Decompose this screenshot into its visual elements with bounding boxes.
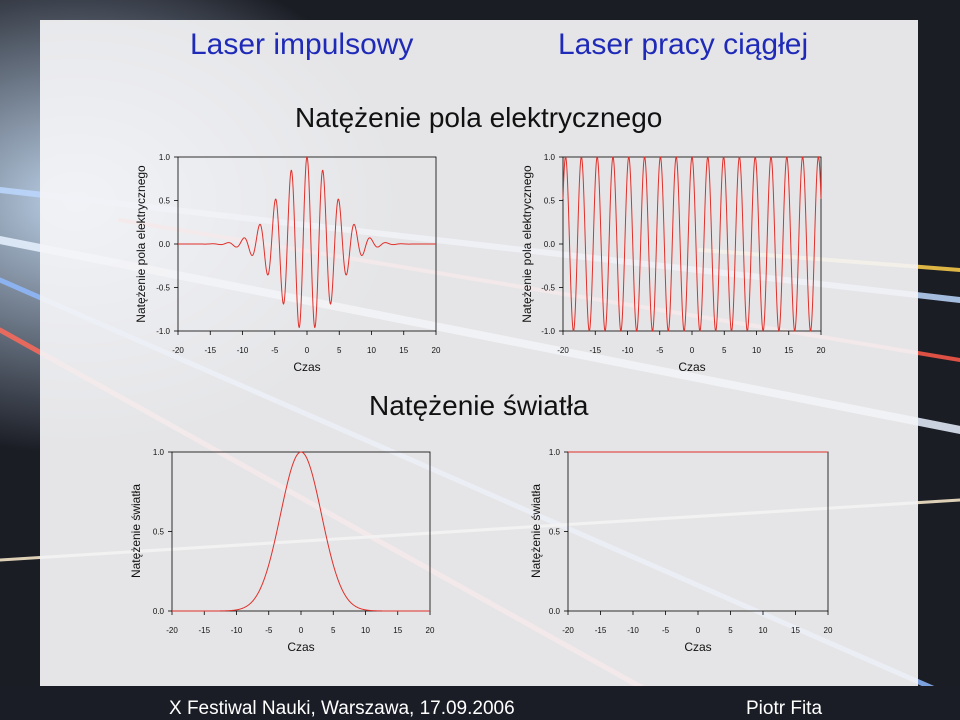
pulsed-intensity-ylabel: Natężenie światła (129, 484, 143, 578)
pulsed-field-ytick-label: 1.0 (159, 153, 171, 162)
cw-intensity-xtick-label: -15 (595, 626, 607, 635)
pulsed-field-xtick-label: 10 (367, 346, 376, 355)
pulsed-field-xlabel: Czas (293, 360, 320, 374)
cw-field-ytick-label: -0.5 (541, 284, 555, 293)
cw-intensity-xtick-label: 15 (791, 626, 800, 635)
pulsed-intensity-xlabel: Czas (287, 640, 314, 654)
pulsed-intensity-xtick-label: -15 (198, 626, 210, 635)
cw-field-xtick-label: 20 (817, 346, 826, 355)
cw-field-curve (562, 155, 822, 333)
cw-field-xtick-label: 15 (784, 346, 793, 355)
cw-field-xtick-label: -15 (589, 346, 601, 355)
pulsed-field-ytick-label: -0.5 (156, 284, 170, 293)
cw-field-xlabel: Czas (678, 360, 705, 374)
cw-field-ytick-label: 0.0 (544, 240, 556, 249)
pulsed-intensity-xtick-label: 15 (393, 626, 402, 635)
cw-field-ylabel: Natężenie pola elektrycznego (520, 165, 534, 323)
cw-field-ytick-label: 0.5 (544, 197, 556, 206)
pulsed-intensity-xtick-label: -20 (166, 626, 178, 635)
cw-field-ytick-label: -1.0 (541, 327, 555, 336)
section-title-field: Natężenie pola elektrycznego (295, 102, 663, 133)
cw-field-xtick-label: -10 (622, 346, 634, 355)
cw-intensity-ytick-label: 0.5 (549, 528, 561, 537)
cw-field-xtick-label: 10 (752, 346, 761, 355)
pulsed-intensity-xtick-label: 10 (361, 626, 370, 635)
pulsed-field-xtick-label: -10 (237, 346, 249, 355)
cw-intensity-ylabel: Natężenie światła (529, 484, 543, 578)
cw-intensity-xtick-label: 10 (759, 626, 768, 635)
pulsed-field-ylabel: Natężenie pola elektrycznego (134, 165, 148, 323)
pulsed-intensity-xtick-label: -5 (265, 626, 273, 635)
pulsed-field-ytick-label: 0.0 (159, 240, 171, 249)
left-heading: Laser impulsowy (190, 28, 414, 61)
pulsed-field-xtick-label: -20 (172, 346, 184, 355)
pulsed-intensity-ytick-label: 0.0 (153, 607, 165, 616)
pulsed-intensity-frame (171, 451, 431, 612)
pulsed-intensity-xtick-label: 20 (426, 626, 435, 635)
pulsed-intensity-xtick-label: 5 (331, 626, 336, 635)
cw-intensity-ytick-label: 0.0 (549, 607, 561, 616)
cw-intensity-xtick-label: 5 (728, 626, 733, 635)
cw-field-frame (562, 156, 822, 332)
pulsed-intensity-xtick-label: -10 (231, 626, 243, 635)
cw-intensity-xtick-label: 20 (824, 626, 833, 635)
pulsed-intensity-curve (172, 451, 430, 612)
cw-intensity-xtick-label: -10 (627, 626, 639, 635)
pulsed-intensity-xtick-label: 0 (299, 626, 304, 635)
cw-field-xtick-label: 5 (722, 346, 727, 355)
pulsed-intensity-ytick-label: 1.0 (153, 448, 165, 457)
cw-intensity-frame (567, 451, 829, 612)
cw-intensity-xtick-label: 0 (696, 626, 701, 635)
cw-intensity-ytick-label: 1.0 (549, 448, 561, 457)
pulsed-field-ytick-label: 0.5 (159, 197, 171, 206)
right-heading: Laser pracy ciągłej (558, 28, 809, 61)
pulsed-field-xtick-label: 20 (432, 346, 441, 355)
footer-event: X Festiwal Nauki, Warszawa, 17.09.2006 (169, 698, 515, 719)
cw-field-xtick-label: -20 (557, 346, 569, 355)
pulsed-field-xtick-label: -15 (204, 346, 216, 355)
cw-field-xtick-label: 0 (690, 346, 695, 355)
cw-field-ytick-label: 1.0 (544, 153, 556, 162)
pulsed-field-xtick-label: -5 (271, 346, 279, 355)
cw-intensity-xtick-label: -5 (662, 626, 670, 635)
pulsed-intensity-ytick-label: 0.5 (153, 528, 165, 537)
cw-field-xtick-label: -5 (656, 346, 664, 355)
footer-author: Piotr Fita (746, 698, 823, 719)
white-content-panel (40, 20, 918, 686)
pulsed-field-ytick-label: -1.0 (156, 327, 170, 336)
section-title-intensity: Natężenie światła (369, 390, 589, 421)
pulsed-field-xtick-label: 5 (337, 346, 342, 355)
cw-intensity-xtick-label: -20 (562, 626, 574, 635)
pulsed-field-curve (178, 155, 436, 329)
pulsed-field-xtick-label: 0 (305, 346, 310, 355)
cw-intensity-xlabel: Czas (684, 640, 711, 654)
pulsed-field-xtick-label: 15 (399, 346, 408, 355)
